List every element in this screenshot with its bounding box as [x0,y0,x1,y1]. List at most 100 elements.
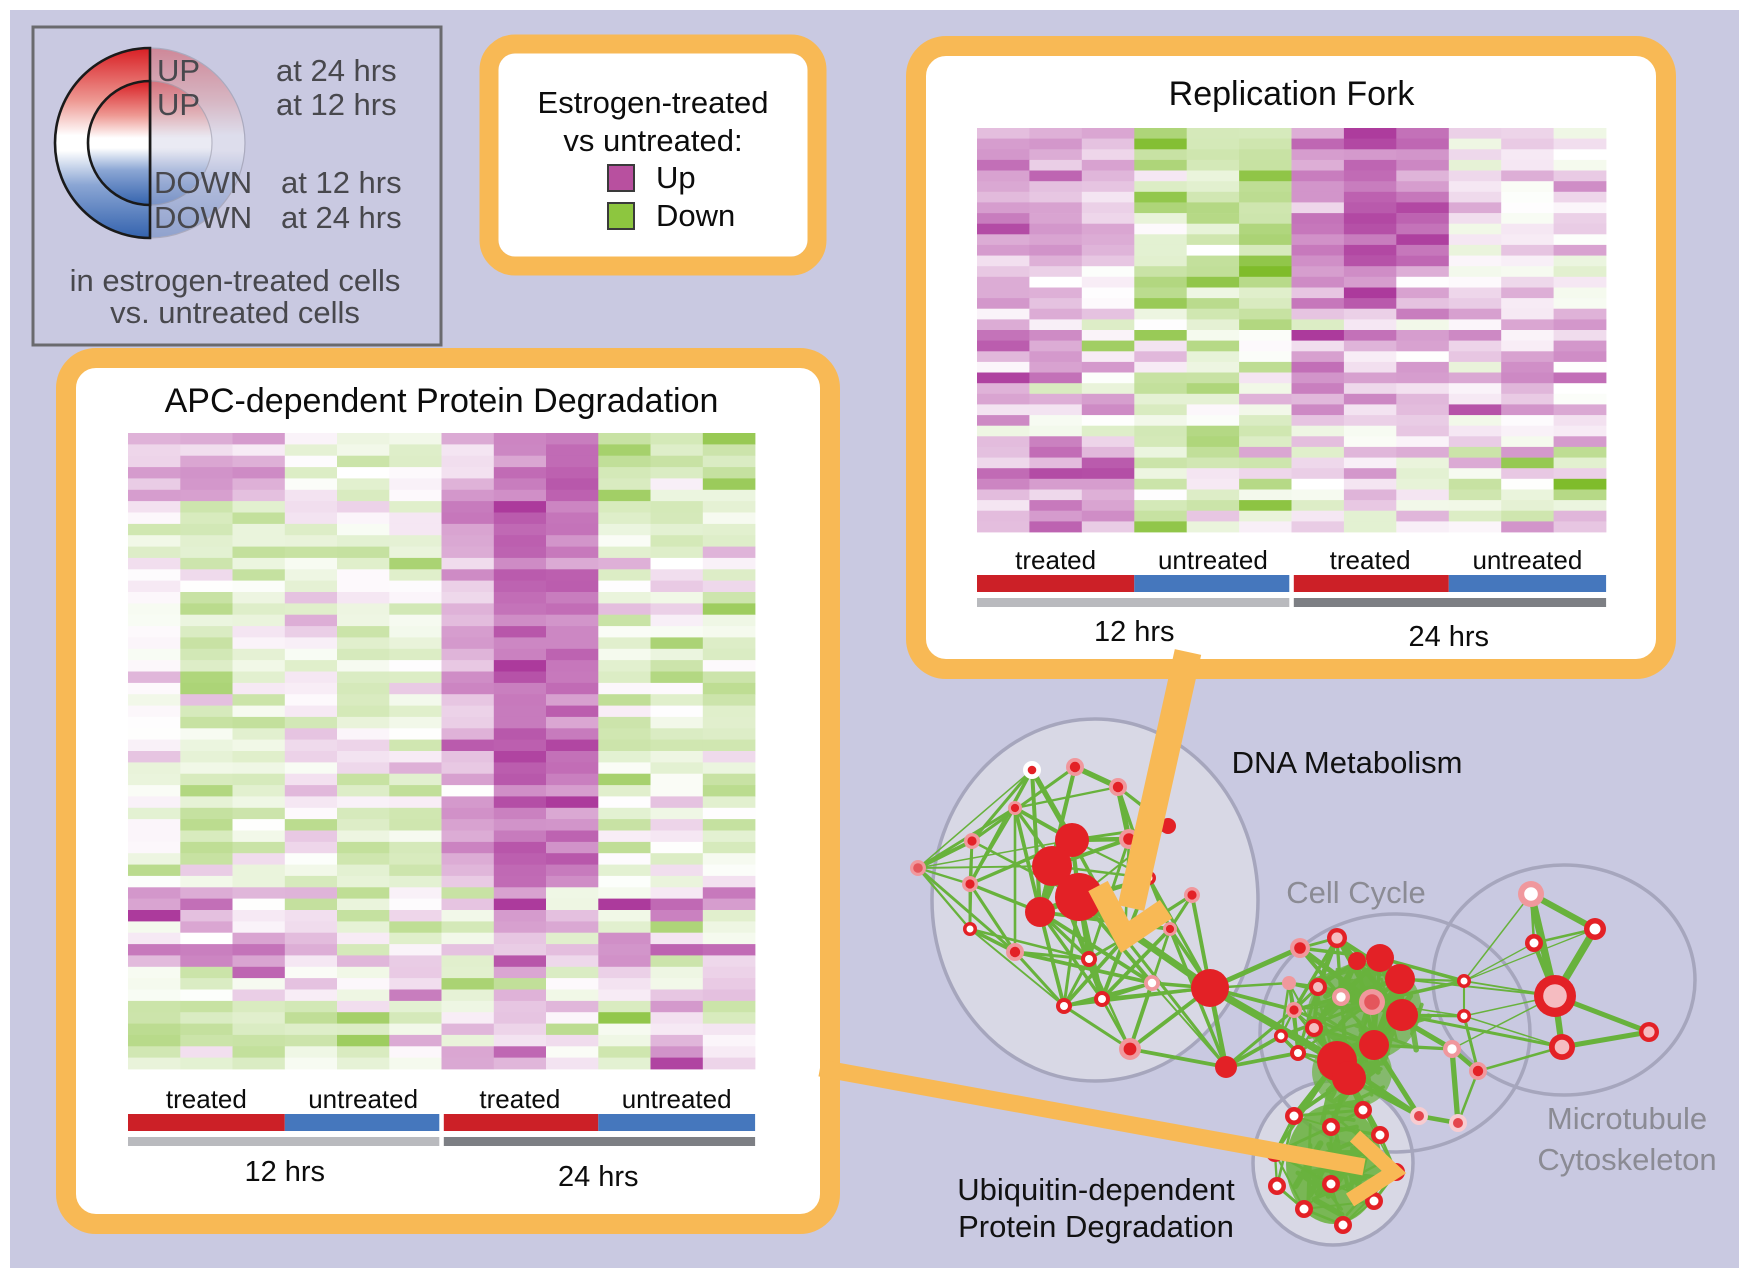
heat-cell [494,524,547,536]
heat-cell [1239,256,1292,267]
heat-cell [233,694,286,706]
heat-cell [1449,160,1502,171]
heat-cell [494,751,547,763]
rf-panel-untreated-bar-3 [1449,575,1606,592]
heat-cell [233,899,286,911]
heat-cell [1082,341,1135,352]
heat-cell [1449,245,1502,256]
heat-cell [703,490,756,502]
heat-cell [442,637,495,649]
heat-cell [1501,128,1554,139]
heat-cell [546,740,599,752]
heat-cell [180,831,233,843]
heat-cell [598,513,651,525]
heat-cell [128,762,181,774]
heat-cell [1554,139,1607,150]
heat-cell [1554,415,1607,426]
heat-cell [337,728,390,740]
heat-cell [494,831,547,843]
heat-cell [546,626,599,638]
heat-cell [1082,288,1135,299]
heat-cell [1029,468,1082,479]
heat-cell [389,796,442,808]
heat-cell [233,649,286,661]
heat-cell [442,921,495,933]
heat-cell [1239,341,1292,352]
heat-cell [651,672,704,684]
heat-cell [285,819,338,831]
heat-cell [337,876,390,888]
heat-cell [1239,288,1292,299]
heat-cell [1449,341,1502,352]
heat-cell [337,967,390,979]
heat-cell [1396,149,1449,160]
heat-cell [1029,436,1082,447]
heat-cell [494,547,547,559]
heat-cell [128,547,181,559]
heat-cell [546,535,599,547]
heat-cell [1134,266,1187,277]
heat-cell [285,433,338,445]
rf-panel-treated-bar-0 [977,575,1134,592]
heat-cell [1396,490,1449,501]
heat-cell [1554,309,1607,320]
heat-cell [1239,458,1292,469]
heat-cell [1029,479,1082,490]
heat-cell [494,501,547,513]
heat-cell [442,1046,495,1058]
heat-cell [1501,415,1554,426]
heat-cell [1344,171,1397,182]
heat-cell [1344,362,1397,373]
apc-panel-group-label-0: treated [166,1084,247,1114]
heat-cell [442,547,495,559]
down-swatch-label: Down [656,198,735,233]
heat-cell [1029,330,1082,341]
heat-cell [233,717,286,729]
heat-cell [1449,234,1502,245]
heat-cell [180,1012,233,1024]
heat-cell [1449,202,1502,213]
heat-cell [285,478,338,490]
heat-cell [598,1046,651,1058]
heat-cell [1344,394,1397,405]
heat-cell [1449,415,1502,426]
heat-cell [1292,192,1345,203]
heat-cell [1239,266,1292,277]
heat-cell [1554,383,1607,394]
heat-cell [285,1001,338,1013]
heat-cell [1344,256,1397,267]
gene-node-10 [1025,897,1055,927]
heat-cell [1187,383,1240,394]
heat-cell [337,842,390,854]
heat-cell [703,649,756,661]
heat-cell [1554,202,1607,213]
heat-cell [1187,479,1240,490]
heat-cell [651,456,704,468]
heat-cell [977,192,1030,203]
heat-cell [1239,500,1292,511]
heat-cell [651,728,704,740]
heat-cell [651,637,704,649]
heat-cell [546,501,599,513]
heat-cell [1082,160,1135,171]
heat-cell [598,876,651,888]
heat-cell [1292,330,1345,341]
heat-cell [1029,181,1082,192]
heat-cell [285,626,338,638]
heat-cell [337,990,390,1002]
gene-node-core-55 [1290,1112,1299,1121]
heat-cell [703,831,756,843]
heat-cell [1292,362,1345,373]
heat-cell [128,728,181,740]
heat-cell [703,728,756,740]
heat-cell [1554,351,1607,362]
heat-cell [494,456,547,468]
heat-cell [1134,234,1187,245]
heat-cell [389,1058,442,1070]
heat-cell [1554,394,1607,405]
heat-cell [1501,277,1554,288]
heat-cell [651,660,704,672]
heat-cell [703,751,756,763]
heat-cell [180,433,233,445]
heat-cell [1082,521,1135,532]
